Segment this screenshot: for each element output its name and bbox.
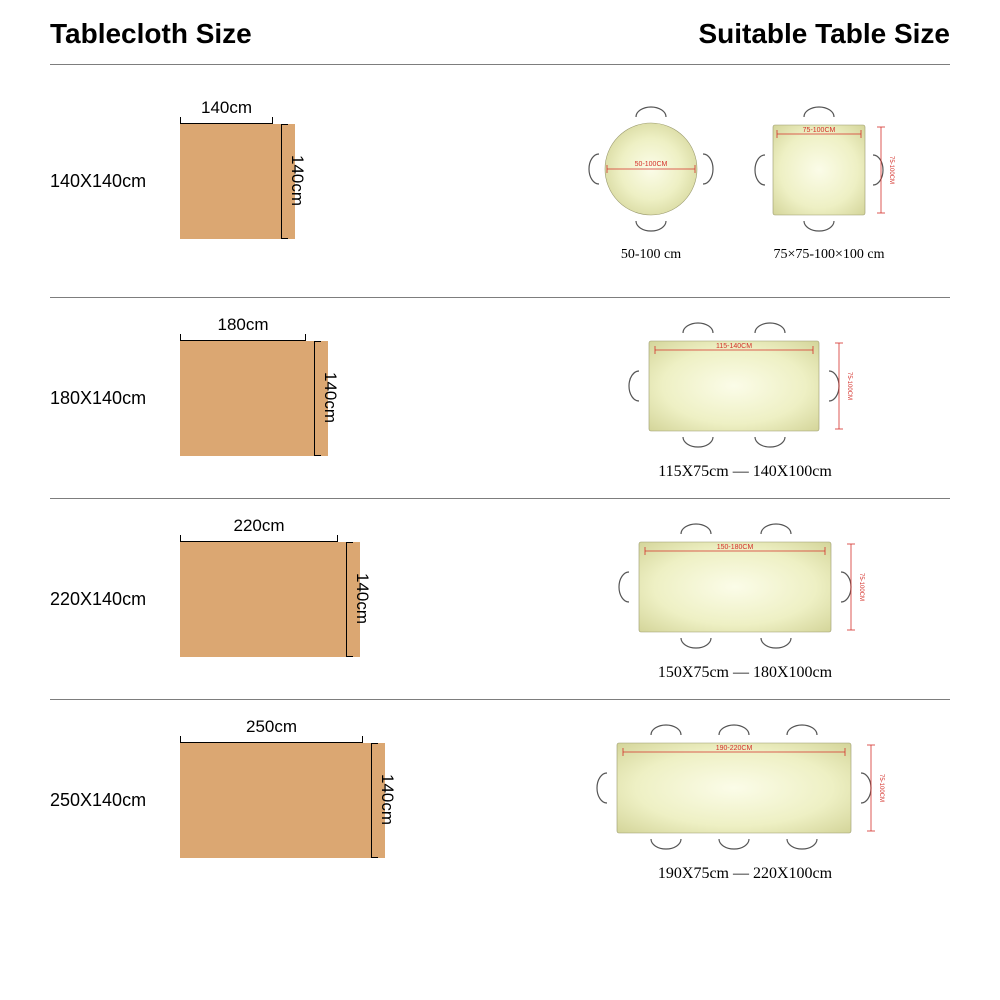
rect-w-dim: 150-180CM [717, 544, 754, 551]
sq-h-dim: 75-100CM [888, 156, 894, 184]
rect-h-dim: 75-100CM [846, 372, 852, 400]
top-dimension: 180cm [180, 315, 306, 335]
cloth-rect [180, 743, 385, 858]
header-left: Tablecloth Size [50, 18, 252, 50]
cloth-diagram: 220cm 140cm [180, 542, 360, 657]
top-dimension: 250cm [180, 717, 363, 737]
rect-caption: 115X75cm — 140X100cm [658, 463, 832, 481]
rect-w-dim: 190-220CM [716, 745, 753, 752]
square-table-diagram: 75-100CM 75-100CM [749, 99, 909, 239]
round-dim: 50-100CM [635, 161, 668, 168]
cloth-rect [180, 542, 360, 657]
row-140: 140X140cm 140cm 140cm [50, 65, 950, 297]
rect-caption: 150X75cm — 180X100cm [658, 664, 832, 682]
row-180: 180X140cm 180cm 140cm [50, 298, 950, 498]
top-dimension: 220cm [180, 516, 338, 536]
sq-w-dim: 75-100CM [803, 127, 836, 134]
row-250: 250X140cm 250cm 140cm [50, 700, 950, 900]
size-label: 220X140cm [50, 589, 180, 610]
cloth-rect [180, 124, 295, 239]
rect-table-diagram: 150-180CM 75-100CM [605, 516, 885, 656]
rect-table-diagram: 115-140CM 75-100CM [615, 315, 875, 455]
size-label: 140X140cm [50, 171, 180, 192]
right-dimension: 140cm [352, 542, 372, 657]
right-dimension: 140cm [287, 124, 307, 239]
round-table-diagram: 50-100CM [581, 99, 721, 239]
header-right: Suitable Table Size [698, 18, 950, 50]
cloth-diagram: 180cm 140cm [180, 341, 328, 456]
row-220: 220X140cm 220cm 140cm 150-180CM [50, 499, 950, 699]
rect-w-dim: 115-140CM [716, 343, 752, 350]
round-caption: 50-100 cm [621, 247, 681, 263]
top-dimension: 140cm [180, 98, 273, 118]
size-label: 250X140cm [50, 790, 180, 811]
rect-h-dim: 75-100CM [878, 774, 884, 802]
cloth-diagram: 140cm 140cm [180, 124, 295, 239]
cloth-rect [180, 341, 328, 456]
rect-table-diagram: 190-220CM 75-100CM [585, 717, 905, 857]
right-dimension: 140cm [377, 743, 397, 858]
square-caption: 75×75-100×100 cm [773, 247, 884, 263]
rect-h-dim: 75-100CM [858, 573, 864, 601]
cloth-diagram: 250cm 140cm [180, 743, 385, 858]
size-label: 180X140cm [50, 388, 180, 409]
right-dimension: 140cm [320, 341, 340, 456]
rect-caption: 190X75cm — 220X100cm [658, 865, 832, 883]
